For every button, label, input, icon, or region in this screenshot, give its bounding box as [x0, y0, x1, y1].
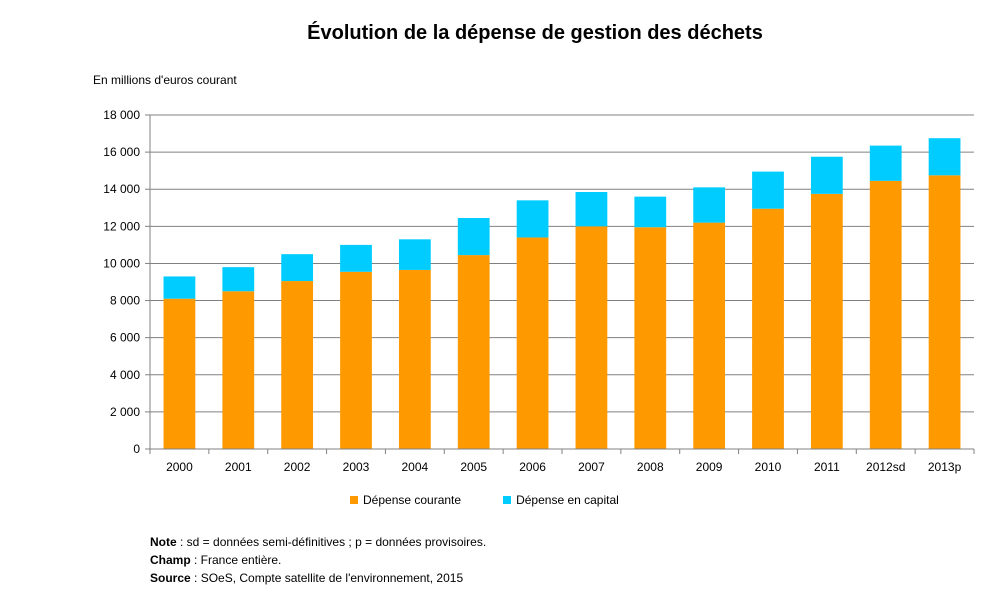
x-tick-label: 2000	[166, 460, 193, 474]
bar-depense-capital	[810, 156, 843, 194]
bar-depense-courante	[163, 298, 196, 449]
legend-swatch-depense-courante	[350, 496, 358, 504]
x-tick-label: 2010	[755, 460, 782, 474]
bar-depense-courante	[222, 291, 255, 449]
bar-depense-capital	[398, 239, 431, 270]
bar-depense-courante	[869, 180, 902, 449]
champ-line: Champ : France entière.	[150, 551, 486, 569]
bar-depense-courante	[693, 222, 726, 449]
x-tick-label: 2011	[814, 460, 840, 474]
note-label: Note	[150, 535, 177, 549]
x-tick-label: 2008	[637, 460, 664, 474]
y-tick-labels: 0 2 000 4 000 6 000 8 000 10 000 12 000 14 000 1…	[103, 108, 140, 456]
bar-depense-courante	[398, 269, 431, 449]
bar-depense-courante	[575, 226, 608, 449]
bar-depense-capital	[693, 187, 726, 223]
footnotes: Note : sd = données semi-définitives ; p…	[150, 533, 486, 587]
champ-text: : France entière.	[190, 553, 282, 567]
x-tick-label: 2004	[402, 460, 429, 474]
legend: Dépense courante Dépense en capital	[350, 493, 661, 507]
bar-depense-capital	[222, 267, 255, 292]
y-tick-label: 8 000	[110, 294, 140, 308]
y-tick-label: 6 000	[110, 331, 140, 345]
source-label: Source	[150, 571, 191, 585]
bar-depense-courante	[928, 175, 961, 450]
x-tick-label: 2012sd	[866, 460, 905, 474]
bar-depense-courante	[457, 255, 490, 449]
x-tick-label: 2009	[696, 460, 723, 474]
bar-depense-capital	[928, 138, 961, 176]
y-tick-label: 0	[133, 442, 140, 456]
axes	[145, 114, 975, 454]
bar-depense-capital	[575, 192, 608, 227]
y-tick-label: 4 000	[110, 368, 140, 382]
bar-depense-capital	[163, 276, 196, 299]
y-tick-label: 10 000	[103, 256, 140, 270]
legend-item-depense-courante: Dépense courante	[350, 493, 461, 507]
bars	[163, 138, 961, 450]
y-tick-label: 2 000	[110, 405, 140, 419]
source-text: : SOeS, Compte satellite de l'environnem…	[190, 571, 464, 585]
x-tick-label: 2002	[284, 460, 311, 474]
champ-label: Champ	[150, 553, 191, 567]
y-tick-label: 16 000	[103, 145, 140, 159]
bar-depense-capital	[281, 254, 314, 282]
note-line: Note : sd = données semi-définitives ; p…	[150, 533, 486, 551]
y-tick-label: 12 000	[103, 219, 140, 233]
bar-depense-courante	[340, 271, 372, 449]
bar-depense-courante	[281, 281, 314, 449]
legend-label-depense-courante: Dépense courante	[363, 493, 462, 507]
source-line: Source : SOeS, Compte satellite de l'env…	[150, 569, 486, 587]
legend-swatch-depense-capital	[503, 496, 512, 504]
chart-title: Évolution de la dépense de gestion des d…	[307, 22, 763, 44]
y-axis-unit-label: En millions d'euros courant	[93, 73, 237, 87]
x-tick-label: 2007	[578, 460, 605, 474]
bar-depense-capital	[516, 200, 549, 238]
bar-depense-courante	[634, 227, 667, 449]
bar-depense-capital	[340, 244, 372, 272]
x-tick-label: 2013p	[928, 460, 962, 474]
legend-label-depense-capital: Dépense en capital	[516, 493, 619, 507]
gridlines	[150, 114, 974, 413]
y-tick-label: 14 000	[103, 182, 140, 196]
y-tick-label: 18 000	[103, 108, 140, 122]
bar-depense-capital	[634, 196, 667, 228]
bar-depense-capital	[752, 171, 784, 209]
bar-depense-capital	[457, 217, 490, 256]
bar-depense-capital	[869, 145, 902, 181]
x-tick-labels: 2000 2001 2002 2003 2004 2005 2006 2007 2008 2009…	[166, 460, 962, 474]
bar-depense-courante	[752, 208, 784, 449]
note-text: : sd = données semi-définitives ; p = do…	[176, 535, 487, 549]
x-tick-label: 2001	[225, 460, 252, 474]
x-tick-label: 2006	[519, 460, 546, 474]
x-tick-label: 2003	[343, 460, 370, 474]
bar-depense-courante	[516, 237, 549, 449]
bar-depense-courante	[810, 193, 843, 449]
x-tick-label: 2005	[460, 460, 487, 474]
legend-item-depense-capital: Dépense en capital	[503, 493, 619, 507]
